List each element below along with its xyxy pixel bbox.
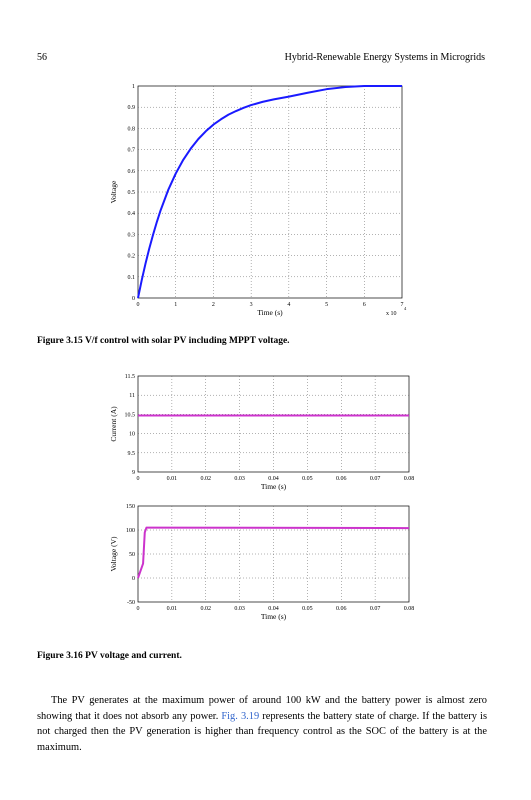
x-axis-multiplier: x 10 xyxy=(386,311,397,317)
x-tick-label: 0.05 xyxy=(302,476,313,482)
x-tick-label: 0.02 xyxy=(201,476,212,482)
y-tick-label: 0.4 xyxy=(128,211,136,217)
y-tick-label: 0.3 xyxy=(128,232,136,238)
y-tick-label: 0.8 xyxy=(128,126,136,132)
y-tick-label: 10 xyxy=(129,432,135,438)
x-tick-label: 4 xyxy=(287,302,290,308)
y-tick-label: 1 xyxy=(132,84,135,90)
y-tick-label: 50 xyxy=(129,552,135,558)
figure-link[interactable]: Fig. 3.19 xyxy=(221,710,260,722)
x-tick-label: 3 xyxy=(250,302,253,308)
x-axis-label: Time (s) xyxy=(261,612,287,621)
y-tick-label: 0.9 xyxy=(128,105,136,111)
y-tick-label: 150 xyxy=(126,504,135,510)
x-tick-label: 0.03 xyxy=(234,476,245,482)
running-title: Hybrid-Renewable Energy Systems in Micro… xyxy=(284,52,485,63)
x-tick-label: 0.04 xyxy=(268,606,279,612)
y-tick-label: 9 xyxy=(132,470,135,476)
x-tick-label: 0 xyxy=(137,302,140,308)
x-tick-label: 5 xyxy=(325,302,328,308)
y-tick-label: 0.5 xyxy=(128,190,136,196)
figure-3-15-caption: Figure 3.15 V/f control with solar PV in… xyxy=(37,336,290,346)
x-tick-label: 0.01 xyxy=(167,476,178,482)
figure-3-16-caption: Figure 3.16 PV voltage and current. xyxy=(37,651,182,661)
y-axis-label: Voltage xyxy=(109,180,118,203)
y-tick-label: 0.7 xyxy=(128,148,136,154)
y-tick-label: 0 xyxy=(132,576,135,582)
x-tick-label: 0.07 xyxy=(370,476,381,482)
x-tick-label: 0.05 xyxy=(302,606,313,612)
x-tick-label: 0.03 xyxy=(234,606,245,612)
x-tick-label: 0.02 xyxy=(201,606,212,612)
y-axis-label: Current (A) xyxy=(109,406,118,442)
x-axis-multiplier-exponent: 4 xyxy=(404,306,407,311)
page-header: 56 Hybrid-Renewable Energy Systems in Mi… xyxy=(37,52,485,66)
y-tick-label: 11.5 xyxy=(125,374,135,380)
x-axis-label: Time (s) xyxy=(261,482,287,491)
x-tick-label: 0.04 xyxy=(268,476,279,482)
y-tick-label: 9.5 xyxy=(128,451,136,457)
x-tick-label: 7 xyxy=(401,302,404,308)
x-tick-label: 0.01 xyxy=(167,606,178,612)
x-tick-label: 0.07 xyxy=(370,606,381,612)
paragraph-text-1: The PV generates at the maximum power of… xyxy=(37,695,487,722)
y-tick-label: 0.2 xyxy=(128,254,136,260)
x-tick-label: 0.06 xyxy=(336,606,347,612)
y-axis-label: Voltage (V) xyxy=(109,536,118,572)
x-tick-label: 0 xyxy=(137,476,140,482)
page-number: 56 xyxy=(37,52,47,63)
x-tick-label: 0.06 xyxy=(336,476,347,482)
body-paragraph: The PV generates at the maximum power of… xyxy=(37,693,487,755)
figure-3-16-voltage-chart: 0 0.01 0.02 0.03 0.04 0.05 0.06 0.07 0.08-500501… xyxy=(109,504,415,621)
x-tick-label: 2 xyxy=(212,302,215,308)
y-tick-label: 10.5 xyxy=(125,412,136,418)
series-line-0 xyxy=(137,85,402,299)
y-tick-label: 0.1 xyxy=(128,275,136,281)
y-tick-label: -50 xyxy=(127,600,135,606)
x-tick-label: 0.08 xyxy=(404,476,415,482)
x-tick-label: 0.08 xyxy=(404,606,415,612)
y-tick-label: 0.6 xyxy=(128,169,136,175)
x-tick-label: 1 xyxy=(174,302,177,308)
paragraph-text-2: represents the battery state of charge. … xyxy=(37,710,487,753)
x-tick-label: 6 xyxy=(363,302,366,308)
figure-3-15-chart: 0 1 2 3 4 5 6 7 0 0.1 0.2 0.3 0.4 0.5 0.6 0.7 0.8 0.9 1 Tim… xyxy=(109,84,407,317)
y-tick-label: 0 xyxy=(132,296,135,302)
series-line-0 xyxy=(137,526,410,579)
figure-3-16-current-chart: 0 0.01 0.02 0.03 0.04 0.05 0.06 0.07 0.08 9 9.5 10 1… xyxy=(109,374,415,491)
x-axis-label: Time (s) xyxy=(257,308,283,317)
y-tick-label: 100 xyxy=(126,528,135,534)
y-tick-label: 11 xyxy=(129,393,135,399)
x-tick-label: 0 xyxy=(137,606,140,612)
